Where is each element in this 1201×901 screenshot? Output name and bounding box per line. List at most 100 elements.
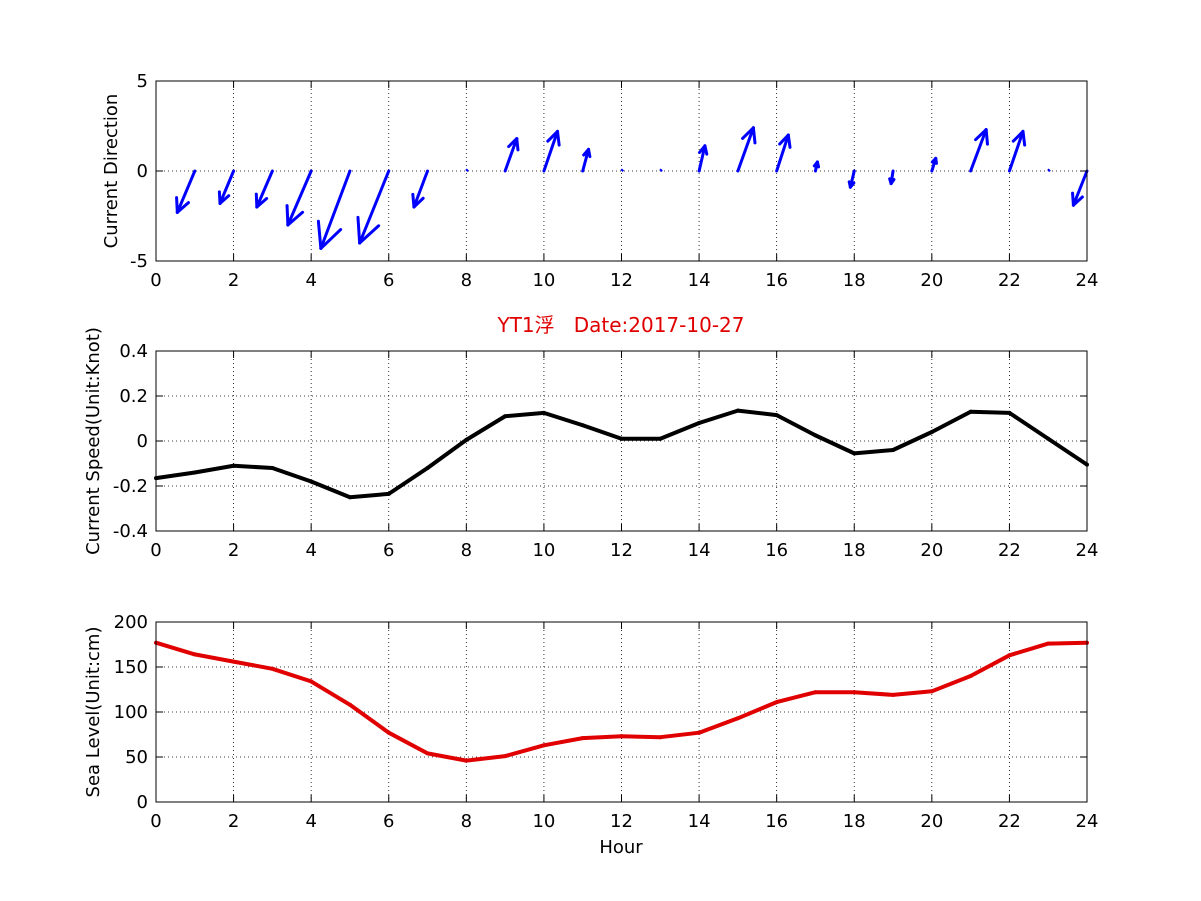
direction-arrow <box>969 128 989 173</box>
sea-level-series <box>154 640 1089 763</box>
x-tick-label: 6 <box>383 540 394 561</box>
data-point <box>386 730 391 735</box>
arrow-head <box>411 192 416 209</box>
x-tick-label: 0 <box>150 270 161 291</box>
direction-arrow <box>254 169 274 209</box>
x-tick-label: 0 <box>150 811 161 832</box>
data-point <box>774 413 779 418</box>
axis-ticks: 0 2 4 6 8 10 12 14 16 18 20 22 24-505 <box>130 71 1098 291</box>
direction-arrow <box>620 168 625 173</box>
direction-arrow <box>356 169 391 245</box>
data-point <box>735 408 740 413</box>
direction-arrow <box>775 133 792 173</box>
arrow-shaft <box>286 169 313 227</box>
arrow-head <box>741 126 755 140</box>
x-tick-label: 18 <box>843 540 866 561</box>
x-tick-label: 10 <box>532 270 555 291</box>
data-point <box>968 674 973 678</box>
data-point <box>425 466 430 470</box>
x-tick-label: 16 <box>765 811 788 832</box>
direction-arrow <box>1047 168 1051 173</box>
data-point <box>735 716 740 721</box>
y-axis-label: Current Speed(Unit:Knot) <box>83 327 104 555</box>
data-point <box>1007 410 1012 415</box>
y-tick-label: 0.4 <box>119 341 148 362</box>
x-tick-label: 2 <box>228 270 239 291</box>
direction-arrow <box>812 160 821 173</box>
x-tick-label: 8 <box>461 811 472 832</box>
data-point <box>309 479 314 484</box>
x-tick-label: 22 <box>998 540 1021 561</box>
arrow-shaft <box>175 169 197 214</box>
arrow-shaft <box>503 137 519 173</box>
data-point <box>658 735 663 740</box>
arrow-head <box>319 228 343 250</box>
direction-arrow <box>316 169 352 250</box>
y-tick-label: 0 <box>137 431 148 452</box>
data-point <box>619 734 624 739</box>
x-tick-label: 10 <box>532 811 555 832</box>
arrow-head <box>358 224 381 245</box>
x-tick-label: 0 <box>150 540 161 561</box>
arrow-head <box>1071 191 1075 207</box>
data-point <box>813 690 818 695</box>
arrow-head <box>934 156 938 165</box>
arrow-shaft <box>465 168 469 173</box>
x-tick-label: 4 <box>305 270 316 291</box>
arrow-head <box>974 128 988 142</box>
data-point <box>891 692 896 697</box>
data-point <box>192 652 197 657</box>
data-point <box>425 751 430 756</box>
x-tick-label: 20 <box>920 270 943 291</box>
arrow-head <box>255 197 269 209</box>
x-tick-label: 4 <box>305 811 316 832</box>
data-point <box>852 690 857 695</box>
data-point <box>541 743 546 748</box>
direction-arrow <box>465 168 469 173</box>
y-tick-label: 0.2 <box>119 386 148 407</box>
arrow-shaft <box>736 126 755 173</box>
y-tick-label: 100 <box>114 702 148 723</box>
arrow-head <box>286 210 305 227</box>
arrow-shaft <box>775 133 790 173</box>
arrow-shaft <box>542 129 559 173</box>
y-tick-label: 0 <box>137 161 148 182</box>
y-tick-label: -5 <box>130 251 148 272</box>
y-tick-label: -0.2 <box>113 476 148 497</box>
x-tick-label: 20 <box>920 540 943 561</box>
y-tick-label: 0 <box>137 792 148 813</box>
direction-arrow <box>503 137 520 173</box>
y-tick-label: 200 <box>114 612 148 633</box>
x-tick-label: 14 <box>688 540 711 561</box>
x-tick-label: 12 <box>610 270 633 291</box>
arrow-head <box>254 192 259 209</box>
data-point <box>464 437 469 442</box>
data-point <box>891 448 896 452</box>
current-speed-panel: 0 2 4 6 8 10 12 14 16 18 20 22 24-0.4-0.200.20.4 Cur… <box>83 327 1098 561</box>
data-point <box>503 414 508 419</box>
data-point <box>347 495 352 500</box>
data-point <box>619 436 624 441</box>
data-point <box>270 466 275 470</box>
arrow-head <box>751 126 757 145</box>
direction-arrow <box>175 169 197 214</box>
direction-arrow <box>888 169 896 186</box>
arrow-head <box>1021 129 1027 147</box>
data-point <box>192 470 197 475</box>
data-point <box>813 433 818 438</box>
data-point <box>658 436 663 441</box>
direction-arrow <box>659 168 663 173</box>
arrow-shaft <box>1007 129 1025 173</box>
data-point <box>580 736 585 741</box>
x-tick-label: 12 <box>610 540 633 561</box>
direction-arrow <box>581 147 592 173</box>
arrow-head <box>1071 195 1084 207</box>
x-tick-label: 18 <box>843 811 866 832</box>
data-point <box>852 451 857 456</box>
x-axis-label: Hour <box>599 837 643 858</box>
x-tick-label: 20 <box>920 811 943 832</box>
arrow-shaft <box>412 169 430 209</box>
x-tick-label: 24 <box>1076 540 1099 561</box>
data-point <box>231 659 236 664</box>
